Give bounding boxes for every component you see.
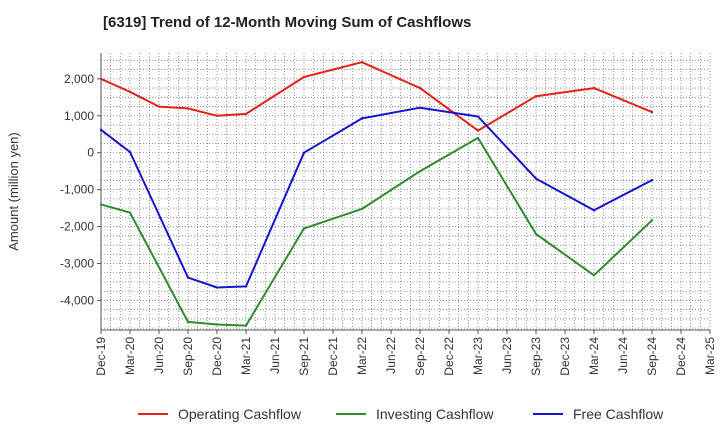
data-point-free-cashflow bbox=[534, 177, 538, 180]
data-point-investing-cashflow bbox=[302, 227, 306, 230]
y-tick-label: -2,000 bbox=[60, 220, 94, 234]
data-point-investing-cashflow bbox=[99, 203, 103, 206]
data-point-operating-cashflow bbox=[128, 90, 132, 93]
x-tick-label: Dec-24 bbox=[674, 337, 688, 376]
series-line-investing-cashflow bbox=[100, 136, 653, 327]
x-tick-label: Jun-24 bbox=[616, 337, 630, 374]
x-tick-label: Jun-21 bbox=[268, 337, 282, 374]
legend-label: Investing Cashflow bbox=[376, 406, 494, 422]
x-tick-label: Jun-22 bbox=[384, 337, 398, 374]
data-point-free-cashflow bbox=[418, 106, 422, 109]
data-point-operating-cashflow bbox=[157, 105, 161, 108]
data-point-operating-cashflow bbox=[244, 112, 248, 116]
y-tick-label: 2,000 bbox=[64, 72, 94, 86]
data-point-free-cashflow bbox=[215, 286, 219, 289]
y-tick-label: -4,000 bbox=[60, 293, 94, 307]
data-point-investing-cashflow bbox=[360, 207, 364, 211]
data-point-investing-cashflow bbox=[592, 274, 596, 277]
data-point-investing-cashflow bbox=[128, 211, 132, 214]
y-tick-label: 1,000 bbox=[64, 109, 94, 123]
x-tick-label: Mar-24 bbox=[587, 337, 601, 375]
y-tick-label: 0 bbox=[87, 146, 94, 160]
data-point-free-cashflow bbox=[99, 128, 103, 132]
data-point-investing-cashflow bbox=[418, 169, 422, 173]
x-tick-label: Dec-22 bbox=[442, 337, 456, 376]
data-point-investing-cashflow bbox=[215, 323, 219, 326]
x-tick-label: Sep-22 bbox=[413, 337, 427, 376]
x-tick-label: Mar-25 bbox=[703, 337, 717, 375]
x-tick-label: Dec-21 bbox=[326, 337, 340, 376]
data-point-investing-cashflow bbox=[476, 136, 480, 140]
y-axis-label: Amount (million yen) bbox=[6, 132, 21, 251]
data-point-free-cashflow bbox=[302, 151, 306, 154]
legend-label: Operating Cashflow bbox=[178, 406, 302, 422]
data-point-operating-cashflow bbox=[215, 114, 219, 117]
data-point-investing-cashflow bbox=[244, 324, 248, 327]
x-tick-label: Dec-23 bbox=[558, 337, 572, 376]
data-point-investing-cashflow bbox=[534, 232, 538, 236]
data-point-operating-cashflow bbox=[650, 110, 654, 114]
data-point-free-cashflow bbox=[244, 285, 248, 288]
data-point-operating-cashflow bbox=[99, 77, 103, 81]
legend-label: Free Cashflow bbox=[573, 406, 664, 422]
data-point-free-cashflow bbox=[128, 150, 132, 154]
x-tick-label: Sep-20 bbox=[181, 337, 195, 376]
data-point-operating-cashflow bbox=[360, 61, 364, 64]
data-point-free-cashflow bbox=[360, 117, 364, 120]
data-point-free-cashflow bbox=[592, 209, 596, 212]
plot-area bbox=[101, 53, 710, 330]
x-tick-label: Mar-23 bbox=[471, 337, 485, 375]
chart-title: [6319] Trend of 12-Month Moving Sum of C… bbox=[103, 14, 472, 31]
x-tick-label: Dec-19 bbox=[94, 337, 108, 376]
x-tick-label: Sep-24 bbox=[645, 337, 659, 376]
series-line-free-cashflow bbox=[100, 106, 653, 289]
x-tick-label: Mar-22 bbox=[355, 337, 369, 375]
data-point-operating-cashflow bbox=[534, 95, 538, 98]
x-tick-label: Mar-21 bbox=[239, 337, 253, 375]
x-tick-label: Dec-20 bbox=[210, 337, 224, 376]
x-tick-label: Jun-23 bbox=[500, 337, 514, 374]
data-point-free-cashflow bbox=[650, 178, 654, 182]
data-point-operating-cashflow bbox=[418, 86, 422, 90]
data-point-investing-cashflow bbox=[186, 320, 190, 324]
x-tick-label: Sep-23 bbox=[529, 337, 543, 376]
x-tick-label: Mar-20 bbox=[123, 337, 137, 375]
data-point-free-cashflow bbox=[186, 276, 190, 279]
y-tick-label: -3,000 bbox=[60, 257, 94, 271]
data-point-operating-cashflow bbox=[592, 86, 596, 90]
data-point-operating-cashflow bbox=[476, 129, 480, 132]
x-tick-label: Sep-21 bbox=[297, 337, 311, 376]
y-tick-label: -1,000 bbox=[60, 183, 94, 197]
data-point-free-cashflow bbox=[476, 115, 480, 118]
data-point-operating-cashflow bbox=[302, 75, 306, 79]
x-tick-label: Jun-20 bbox=[152, 337, 166, 374]
data-point-investing-cashflow bbox=[650, 219, 654, 222]
data-point-operating-cashflow bbox=[186, 107, 190, 110]
